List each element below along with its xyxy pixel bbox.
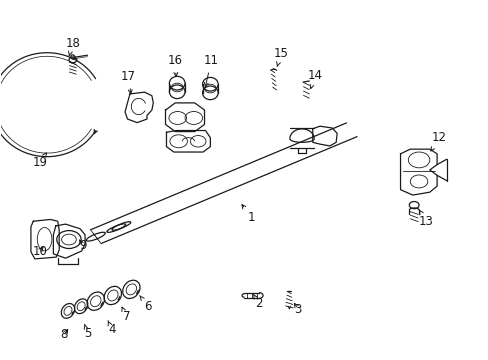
- Text: 3: 3: [294, 303, 301, 316]
- Text: 9: 9: [79, 239, 86, 252]
- Text: 4: 4: [108, 321, 115, 336]
- Text: 8: 8: [61, 328, 68, 341]
- Text: 12: 12: [430, 131, 446, 151]
- Text: 1: 1: [242, 204, 255, 224]
- Text: 5: 5: [83, 324, 91, 340]
- Text: 19: 19: [32, 153, 47, 169]
- Text: 11: 11: [203, 54, 219, 86]
- Text: 13: 13: [418, 210, 432, 228]
- Text: 7: 7: [122, 307, 130, 324]
- Text: 17: 17: [121, 70, 136, 94]
- Text: 6: 6: [140, 296, 151, 313]
- Text: 15: 15: [273, 47, 288, 66]
- Text: 16: 16: [167, 54, 183, 76]
- Text: 10: 10: [32, 244, 47, 257]
- Text: 2: 2: [253, 294, 263, 310]
- Text: 18: 18: [65, 36, 80, 55]
- Text: 14: 14: [307, 69, 322, 89]
